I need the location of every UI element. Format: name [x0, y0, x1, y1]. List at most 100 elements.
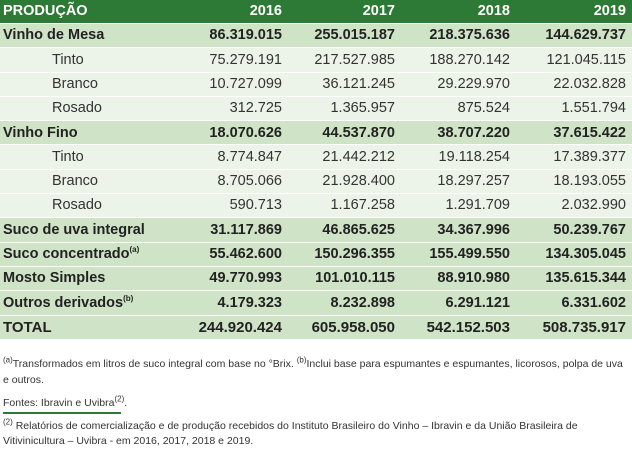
row-label-cell: Vinho de Mesa [0, 24, 176, 49]
value-cell: 18.297.257 [401, 169, 516, 195]
value-cell: 34.367.996 [401, 218, 516, 243]
value-cell: 144.629.737 [516, 24, 632, 49]
table-row: Rosado 312.725 1.365.957 875.524 1.551.794 [0, 96, 632, 122]
row-label: Vinho de Mesa [3, 27, 105, 44]
production-table: PRODUÇÃO 2016 2017 2018 2019 Vinho de Mesa 86… [0, 0, 632, 340]
row-label-cell: Branco [0, 169, 176, 195]
value-cell: 135.615.344 [516, 266, 632, 292]
reference-marker: (2) [3, 417, 13, 427]
value-cell: 18.193.055 [516, 169, 632, 195]
table-row: Suco concentrado(a) 55.462.600 150.296.355… [0, 242, 632, 267]
row-label: Tinto [52, 51, 84, 68]
value-cell: 75.279.191 [176, 48, 288, 73]
value-cell: 101.010.115 [288, 266, 401, 292]
table-row: TOTAL 244.920.424 605.958.050 542.152.503 50… [0, 315, 632, 340]
value-cell: 312.725 [176, 96, 288, 122]
sources-text: Fontes: Ibravin e Uvibra [3, 397, 115, 409]
row-label-cell: Tinto [0, 48, 176, 73]
value-cell: 1.551.794 [516, 96, 632, 122]
table-row: Branco 8.705.066 21.928.400 18.297.257 18.19… [0, 169, 632, 195]
row-label-cell: TOTAL [0, 315, 176, 340]
footnote-b-text: Inclui base para espumantes e espumantes… [3, 358, 623, 386]
table-row: Tinto 75.279.191 217.527.985 188.270.142 121… [0, 48, 632, 73]
header-year: 2016 [176, 0, 288, 24]
table-row: Vinho de Mesa 86.319.015 255.015.187 218.37… [0, 24, 632, 49]
header-year: 2018 [401, 0, 516, 24]
row-label-cell: Rosado [0, 194, 176, 219]
table-row: Outros derivados(b) 4.179.323 8.232.898 6.2… [0, 291, 632, 316]
row-label: Vinho Fino [3, 124, 78, 141]
value-cell: 55.462.600 [176, 242, 288, 267]
header-year: 2017 [288, 0, 401, 24]
footnote-a-text: Transformados em litros de suco integral… [12, 358, 294, 370]
value-cell: 29.229.970 [401, 72, 516, 97]
value-cell: 590.713 [176, 194, 288, 219]
value-cell: 49.770.993 [176, 266, 288, 292]
value-cell: 150.296.355 [288, 242, 401, 267]
value-cell: 36.121.245 [288, 72, 401, 97]
value-cell: 244.920.424 [176, 315, 288, 340]
value-cell: 31.117.869 [176, 218, 288, 243]
row-label: Rosado [52, 100, 102, 117]
row-label-cell: Vinho Fino [0, 121, 176, 146]
value-cell: 255.015.187 [288, 24, 401, 49]
row-label-cell: Suco concentrado(a) [0, 242, 176, 267]
value-cell: 22.032.828 [516, 72, 632, 97]
row-label-cell: Outros derivados(b) [0, 291, 176, 316]
value-cell: 134.305.045 [516, 242, 632, 267]
row-label-cell: Rosado [0, 96, 176, 122]
value-cell: 37.615.422 [516, 121, 632, 146]
sources-end: . [124, 397, 128, 409]
value-cell: 10.727.099 [176, 72, 288, 97]
row-label: Suco concentrado [3, 246, 130, 263]
value-cell: 44.537.870 [288, 121, 401, 146]
table-header: PRODUÇÃO 2016 2017 2018 2019 [0, 0, 632, 24]
footnotes-ab: (a)Transformados em litros de suco integ… [3, 356, 628, 388]
value-cell: 1.167.258 [288, 194, 401, 219]
value-cell: 6.331.602 [516, 291, 632, 316]
row-label: Branco [52, 173, 98, 190]
row-label-cell: Suco de uva integral [0, 218, 176, 243]
table-body: Vinho de Mesa 86.319.015 255.015.187 218.37… [0, 24, 632, 340]
sources-line: Fontes: Ibravin e Uvibra(2). [3, 395, 628, 411]
value-cell: 155.499.550 [401, 242, 516, 267]
row-label: Tinto [52, 148, 84, 165]
row-label: Suco de uva integral [3, 221, 145, 238]
row-label: TOTAL [3, 318, 52, 336]
value-cell: 8.232.898 [288, 291, 401, 316]
value-cell: 88.910.980 [401, 266, 516, 292]
sources-divider [3, 412, 121, 414]
row-label: Outros derivados [3, 294, 124, 311]
value-cell: 1.291.709 [401, 194, 516, 219]
value-cell: 21.442.212 [288, 145, 401, 170]
reference-text: Relatórios de comercialização e de produ… [3, 420, 578, 447]
footnote-b-marker: (b) [296, 355, 307, 365]
value-cell: 121.045.115 [516, 48, 632, 73]
row-footnote-marker: (b) [123, 293, 134, 303]
value-cell: 2.032.990 [516, 194, 632, 219]
value-cell: 542.152.503 [401, 315, 516, 340]
table-row: Vinho Fino 18.070.626 44.537.870 38.707.220… [0, 121, 632, 146]
reference-note: (2) Relatórios de comercialização e de p… [3, 417, 628, 449]
value-cell: 508.735.917 [516, 315, 632, 340]
sources-marker: (2) [114, 394, 125, 404]
value-cell: 217.527.985 [288, 48, 401, 73]
row-label-cell: Tinto [0, 145, 176, 170]
table-row: Rosado 590.713 1.167.258 1.291.709 2.032.990 [0, 194, 632, 219]
value-cell: 6.291.121 [401, 291, 516, 316]
value-cell: 8.705.066 [176, 169, 288, 195]
row-footnote-marker: (a) [129, 245, 140, 255]
value-cell: 188.270.142 [401, 48, 516, 73]
row-label-cell: Mosto Simples [0, 266, 176, 292]
value-cell: 21.928.400 [288, 169, 401, 195]
value-cell: 50.239.767 [516, 218, 632, 243]
value-cell: 875.524 [401, 96, 516, 122]
table-row: Branco 10.727.099 36.121.245 29.229.970 22.0… [0, 72, 632, 97]
header-production: PRODUÇÃO [0, 0, 176, 24]
table-row: Suco de uva integral 31.117.869 46.865.625… [0, 218, 632, 243]
footnote-a-marker: (a) [3, 355, 13, 365]
row-label: Mosto Simples [3, 270, 106, 287]
value-cell: 8.774.847 [176, 145, 288, 170]
value-cell: 46.865.625 [288, 218, 401, 243]
